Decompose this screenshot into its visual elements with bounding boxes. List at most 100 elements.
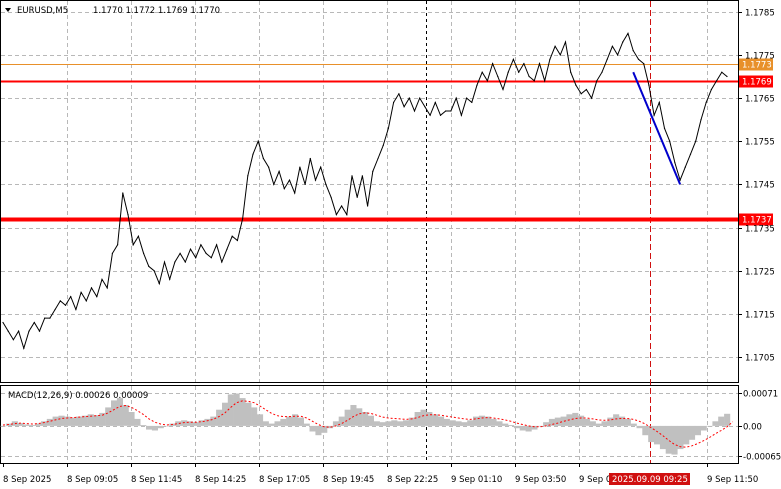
- price-point: [367, 205, 369, 207]
- macd-bar: [140, 425, 147, 426]
- price-point: [403, 106, 405, 108]
- macd-bar: [58, 415, 65, 426]
- price-point: [559, 54, 561, 56]
- macd-bar: [186, 421, 193, 426]
- macd-bar: [134, 418, 141, 426]
- price-point: [538, 63, 541, 65]
- price-point: [622, 41, 624, 43]
- macd-bar: [227, 394, 234, 426]
- macd-bar: [29, 425, 36, 426]
- macd-bar: [216, 409, 223, 426]
- price-point: [148, 265, 150, 267]
- price-y-axis: 1.17851.17751.17651.17551.17451.17351.17…: [738, 9, 775, 364]
- macd-bar: [689, 425, 696, 440]
- price-point: [695, 140, 697, 142]
- macd-bar: [111, 400, 118, 426]
- macd-bar: [572, 412, 579, 426]
- macd-bar: [455, 421, 462, 426]
- time-x-axis: 8 Sep 2025 8 Sep 09:05 8 Sep 11:45 8 Sep 14…: [3, 463, 758, 485]
- price-point: [700, 119, 702, 121]
- price-point: [481, 71, 483, 73]
- price-levels: 1.1773 1.1769 1.1737: [1, 58, 773, 226]
- macd-bar: [210, 416, 217, 426]
- time-tick-label: 9 Sep 0: [579, 475, 611, 485]
- dropdown-triangle-icon[interactable]: [5, 8, 11, 12]
- macd-bar: [443, 418, 450, 426]
- level-label: 1.1773: [742, 61, 772, 71]
- price-point: [247, 175, 249, 177]
- price-point: [450, 110, 452, 112]
- macd-bar: [297, 417, 304, 426]
- price-point: [304, 183, 306, 185]
- price-point: [398, 93, 400, 95]
- price-point: [325, 183, 327, 185]
- price-point: [460, 114, 462, 116]
- macd-bar: [438, 416, 445, 426]
- price-point: [330, 196, 332, 198]
- trend-line[interactable]: [632, 71, 682, 185]
- price-point: [663, 127, 666, 129]
- price-point: [434, 101, 436, 103]
- macd-bar: [613, 414, 620, 426]
- price-point: [64, 304, 67, 306]
- price-point: [486, 80, 488, 82]
- macd-bar: [81, 415, 88, 426]
- macd-bar: [607, 417, 614, 426]
- price-point: [143, 252, 145, 254]
- macd-bar: [601, 421, 608, 426]
- macd-bar: [589, 421, 596, 426]
- price-point: [257, 140, 259, 142]
- macd-bar: [257, 414, 264, 426]
- macd-bar: [478, 415, 485, 426]
- price-point: [669, 140, 671, 142]
- macd-bar: [122, 405, 129, 426]
- price-point: [320, 166, 322, 168]
- macd-bar: [414, 412, 421, 426]
- macd-bar: [683, 425, 690, 445]
- macd-tick-label: 0.00071: [743, 390, 778, 400]
- price-point: [502, 88, 504, 91]
- price-point: [570, 71, 572, 73]
- macd-bar: [17, 423, 24, 426]
- price-point: [580, 93, 582, 95]
- level-label: 1.1769: [742, 78, 772, 88]
- macd-bar: [151, 425, 158, 431]
- price-point: [252, 153, 254, 155]
- macd-bar: [513, 425, 520, 429]
- price-point: [564, 41, 567, 43]
- price-point: [591, 97, 593, 99]
- macd-bar: [292, 414, 299, 426]
- macd-bar: [467, 420, 474, 426]
- macd-bar: [473, 416, 480, 426]
- macd-bar: [367, 415, 374, 426]
- price-point: [627, 32, 629, 35]
- macd-tick-label: -0.00065: [743, 453, 781, 463]
- price-point: [12, 339, 14, 341]
- macd-bar: [41, 421, 48, 426]
- price-point: [54, 308, 56, 311]
- macd-header: MACD(12,26,9) 0.00026 0.00009: [8, 391, 148, 401]
- price-point: [429, 114, 431, 116]
- price-point: [716, 80, 718, 82]
- price-point: [137, 235, 139, 237]
- macd-bar: [321, 425, 328, 433]
- macd-tick-label: 0.00: [743, 423, 762, 433]
- macd-bar: [659, 425, 666, 450]
- price-point: [174, 261, 176, 263]
- level-badge: [739, 58, 773, 71]
- price-point: [7, 330, 9, 332]
- macd-bar: [76, 416, 83, 426]
- macd-bar: [694, 425, 701, 436]
- price-point: [158, 283, 160, 285]
- price-point: [596, 80, 598, 82]
- price-series: [2, 32, 728, 351]
- price-point: [335, 214, 337, 216]
- price-point: [179, 252, 181, 254]
- price-point: [575, 84, 577, 86]
- price-point: [294, 192, 296, 194]
- macd-bar: [362, 412, 369, 426]
- price-point: [262, 157, 264, 160]
- price-point: [278, 170, 280, 172]
- price-point: [658, 101, 660, 103]
- macd-bar: [671, 425, 678, 455]
